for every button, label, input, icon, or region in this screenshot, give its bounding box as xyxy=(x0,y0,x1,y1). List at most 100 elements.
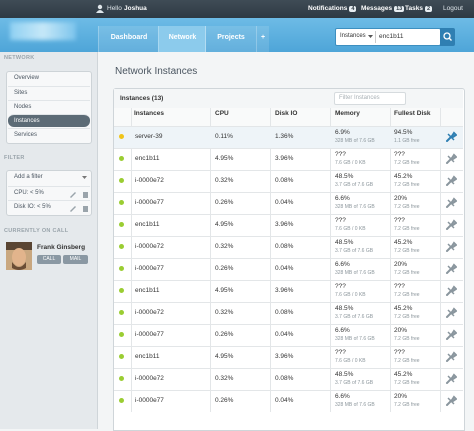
instance-name: i-0000e72 xyxy=(135,243,164,250)
cpu: 4.95% xyxy=(215,287,234,294)
nav-item[interactable]: Nodes xyxy=(8,100,90,113)
wrench-button[interactable] xyxy=(445,307,458,319)
fullest-disk-detail: 7.2 GB free xyxy=(394,204,420,210)
wrench-button[interactable] xyxy=(445,219,458,231)
disk-io: 0.08% xyxy=(275,375,294,382)
wrench-button[interactable] xyxy=(445,373,458,385)
search-box[interactable]: Instances enc1b11 xyxy=(335,28,441,46)
table-row[interactable] xyxy=(114,148,463,171)
cpu: 0.32% xyxy=(215,309,234,316)
disk-io: 0.04% xyxy=(275,397,294,404)
section-heading: CURRENTLY ON CALL xyxy=(4,228,69,234)
wrench-button[interactable] xyxy=(445,175,458,187)
fullest-disk-detail: 7.2 GB free xyxy=(394,292,420,298)
memory-detail: 7.6 GB / 0 KB xyxy=(335,358,366,364)
search-button[interactable] xyxy=(440,28,455,46)
fullest-disk-detail: 7.2 GB free xyxy=(394,358,420,364)
tasks[interactable]: Tasks 2 xyxy=(405,5,433,12)
memory: 48.5% xyxy=(335,305,354,312)
logout[interactable]: Logout xyxy=(443,5,463,12)
table-row[interactable] xyxy=(114,346,463,369)
wrench-button[interactable] xyxy=(445,285,458,297)
messages[interactable]: Messages 13 xyxy=(361,5,405,12)
wrench-icon xyxy=(446,241,458,252)
instance-name: i-0000e77 xyxy=(135,199,164,206)
wrench-icon xyxy=(446,131,458,142)
on-call-name: Frank Ginsberg xyxy=(37,244,86,251)
table-row[interactable] xyxy=(114,368,463,391)
fullest-disk: ??? xyxy=(394,217,405,224)
tab[interactable]: + xyxy=(256,26,269,52)
memory-detail: 3.7 GB of 7.6 GB xyxy=(335,380,374,386)
wrench-icon xyxy=(446,175,458,186)
table-row[interactable] xyxy=(114,302,463,325)
cpu: 0.32% xyxy=(215,243,234,250)
table-row[interactable] xyxy=(114,258,463,281)
status-dot xyxy=(119,332,124,337)
wrench-button[interactable] xyxy=(445,153,458,165)
label: Tasks xyxy=(405,5,423,12)
label: Messages xyxy=(361,5,393,12)
nav-item[interactable]: Sites xyxy=(8,86,90,99)
tab[interactable]: Projects xyxy=(205,26,256,52)
placeholder: Filter Instances xyxy=(339,95,380,101)
memory-detail: 7.6 GB / 0 KB xyxy=(335,292,366,298)
wrench-button[interactable] xyxy=(445,263,458,275)
wrench-icon xyxy=(446,373,458,384)
fullest-disk-detail: 7.2 GB free xyxy=(394,226,420,232)
table-row[interactable] xyxy=(114,126,463,149)
column-header[interactable]: Instances xyxy=(134,110,164,117)
tab[interactable]: Dashboard xyxy=(98,26,159,52)
table-row[interactable] xyxy=(114,324,463,347)
search-query[interactable]: enc1b11 xyxy=(379,33,404,40)
column-divider xyxy=(210,108,211,412)
table-row[interactable] xyxy=(114,390,463,413)
memory-detail: 328 MB of 7.6 GB xyxy=(335,204,375,210)
nav-item[interactable]: Instances xyxy=(8,114,90,127)
fullest-disk: 94.5% xyxy=(394,129,413,136)
search-scope[interactable]: Instances xyxy=(340,33,366,39)
status-dot xyxy=(119,398,124,403)
column-header[interactable]: Memory xyxy=(335,110,360,117)
memory-detail: 7.6 GB / 0 KB xyxy=(335,226,366,232)
disk-io: 0.08% xyxy=(275,243,294,250)
mail-button[interactable]: MAIL xyxy=(63,255,88,264)
fullest-disk: 45.2% xyxy=(394,239,413,246)
disk-io: 0.04% xyxy=(275,265,294,272)
table-row[interactable] xyxy=(114,214,463,237)
table-header xyxy=(114,108,463,126)
instance-name: enc1b11 xyxy=(135,353,160,360)
column-header[interactable]: Disk IO xyxy=(275,110,298,117)
wrench-button[interactable] xyxy=(445,131,458,143)
fullest-disk: 45.2% xyxy=(394,173,413,180)
filter[interactable]: Disk IO: < 5% xyxy=(8,200,90,213)
nav-item[interactable]: Services xyxy=(8,128,90,141)
fullest-disk: ??? xyxy=(394,283,405,290)
user-name[interactable]: Joshua xyxy=(124,5,147,12)
status-dot xyxy=(119,244,124,249)
wrench-button[interactable] xyxy=(445,395,458,407)
status-dot xyxy=(119,222,124,227)
wrench-button[interactable] xyxy=(445,241,458,253)
tab[interactable]: Network xyxy=(158,26,206,52)
filter-actions[interactable] xyxy=(69,188,91,214)
filter-input[interactable]: Filter Instances xyxy=(334,92,406,105)
column-header[interactable]: CPU xyxy=(215,110,229,117)
section-heading: NETWORK xyxy=(4,55,35,61)
fullest-disk: 45.2% xyxy=(394,371,413,378)
table-row[interactable] xyxy=(114,280,463,303)
table-row[interactable] xyxy=(114,236,463,259)
wrench-button[interactable] xyxy=(445,197,458,209)
notifications[interactable]: Notifications 4 xyxy=(308,5,357,12)
column-header[interactable]: Fullest Disk xyxy=(394,110,431,117)
fullest-disk-detail: 7.2 GB free xyxy=(394,314,420,320)
wrench-button[interactable] xyxy=(445,351,458,363)
call-button[interactable]: CALL xyxy=(37,255,61,264)
wrench-button[interactable] xyxy=(445,329,458,341)
filter[interactable]: CPU: < 5% xyxy=(8,186,90,199)
table-row[interactable] xyxy=(114,170,463,193)
table-row[interactable] xyxy=(114,192,463,215)
add-filter[interactable]: Add a filter xyxy=(14,174,43,180)
memory: 6.6% xyxy=(335,261,350,268)
nav-item[interactable]: Overview xyxy=(14,75,40,81)
